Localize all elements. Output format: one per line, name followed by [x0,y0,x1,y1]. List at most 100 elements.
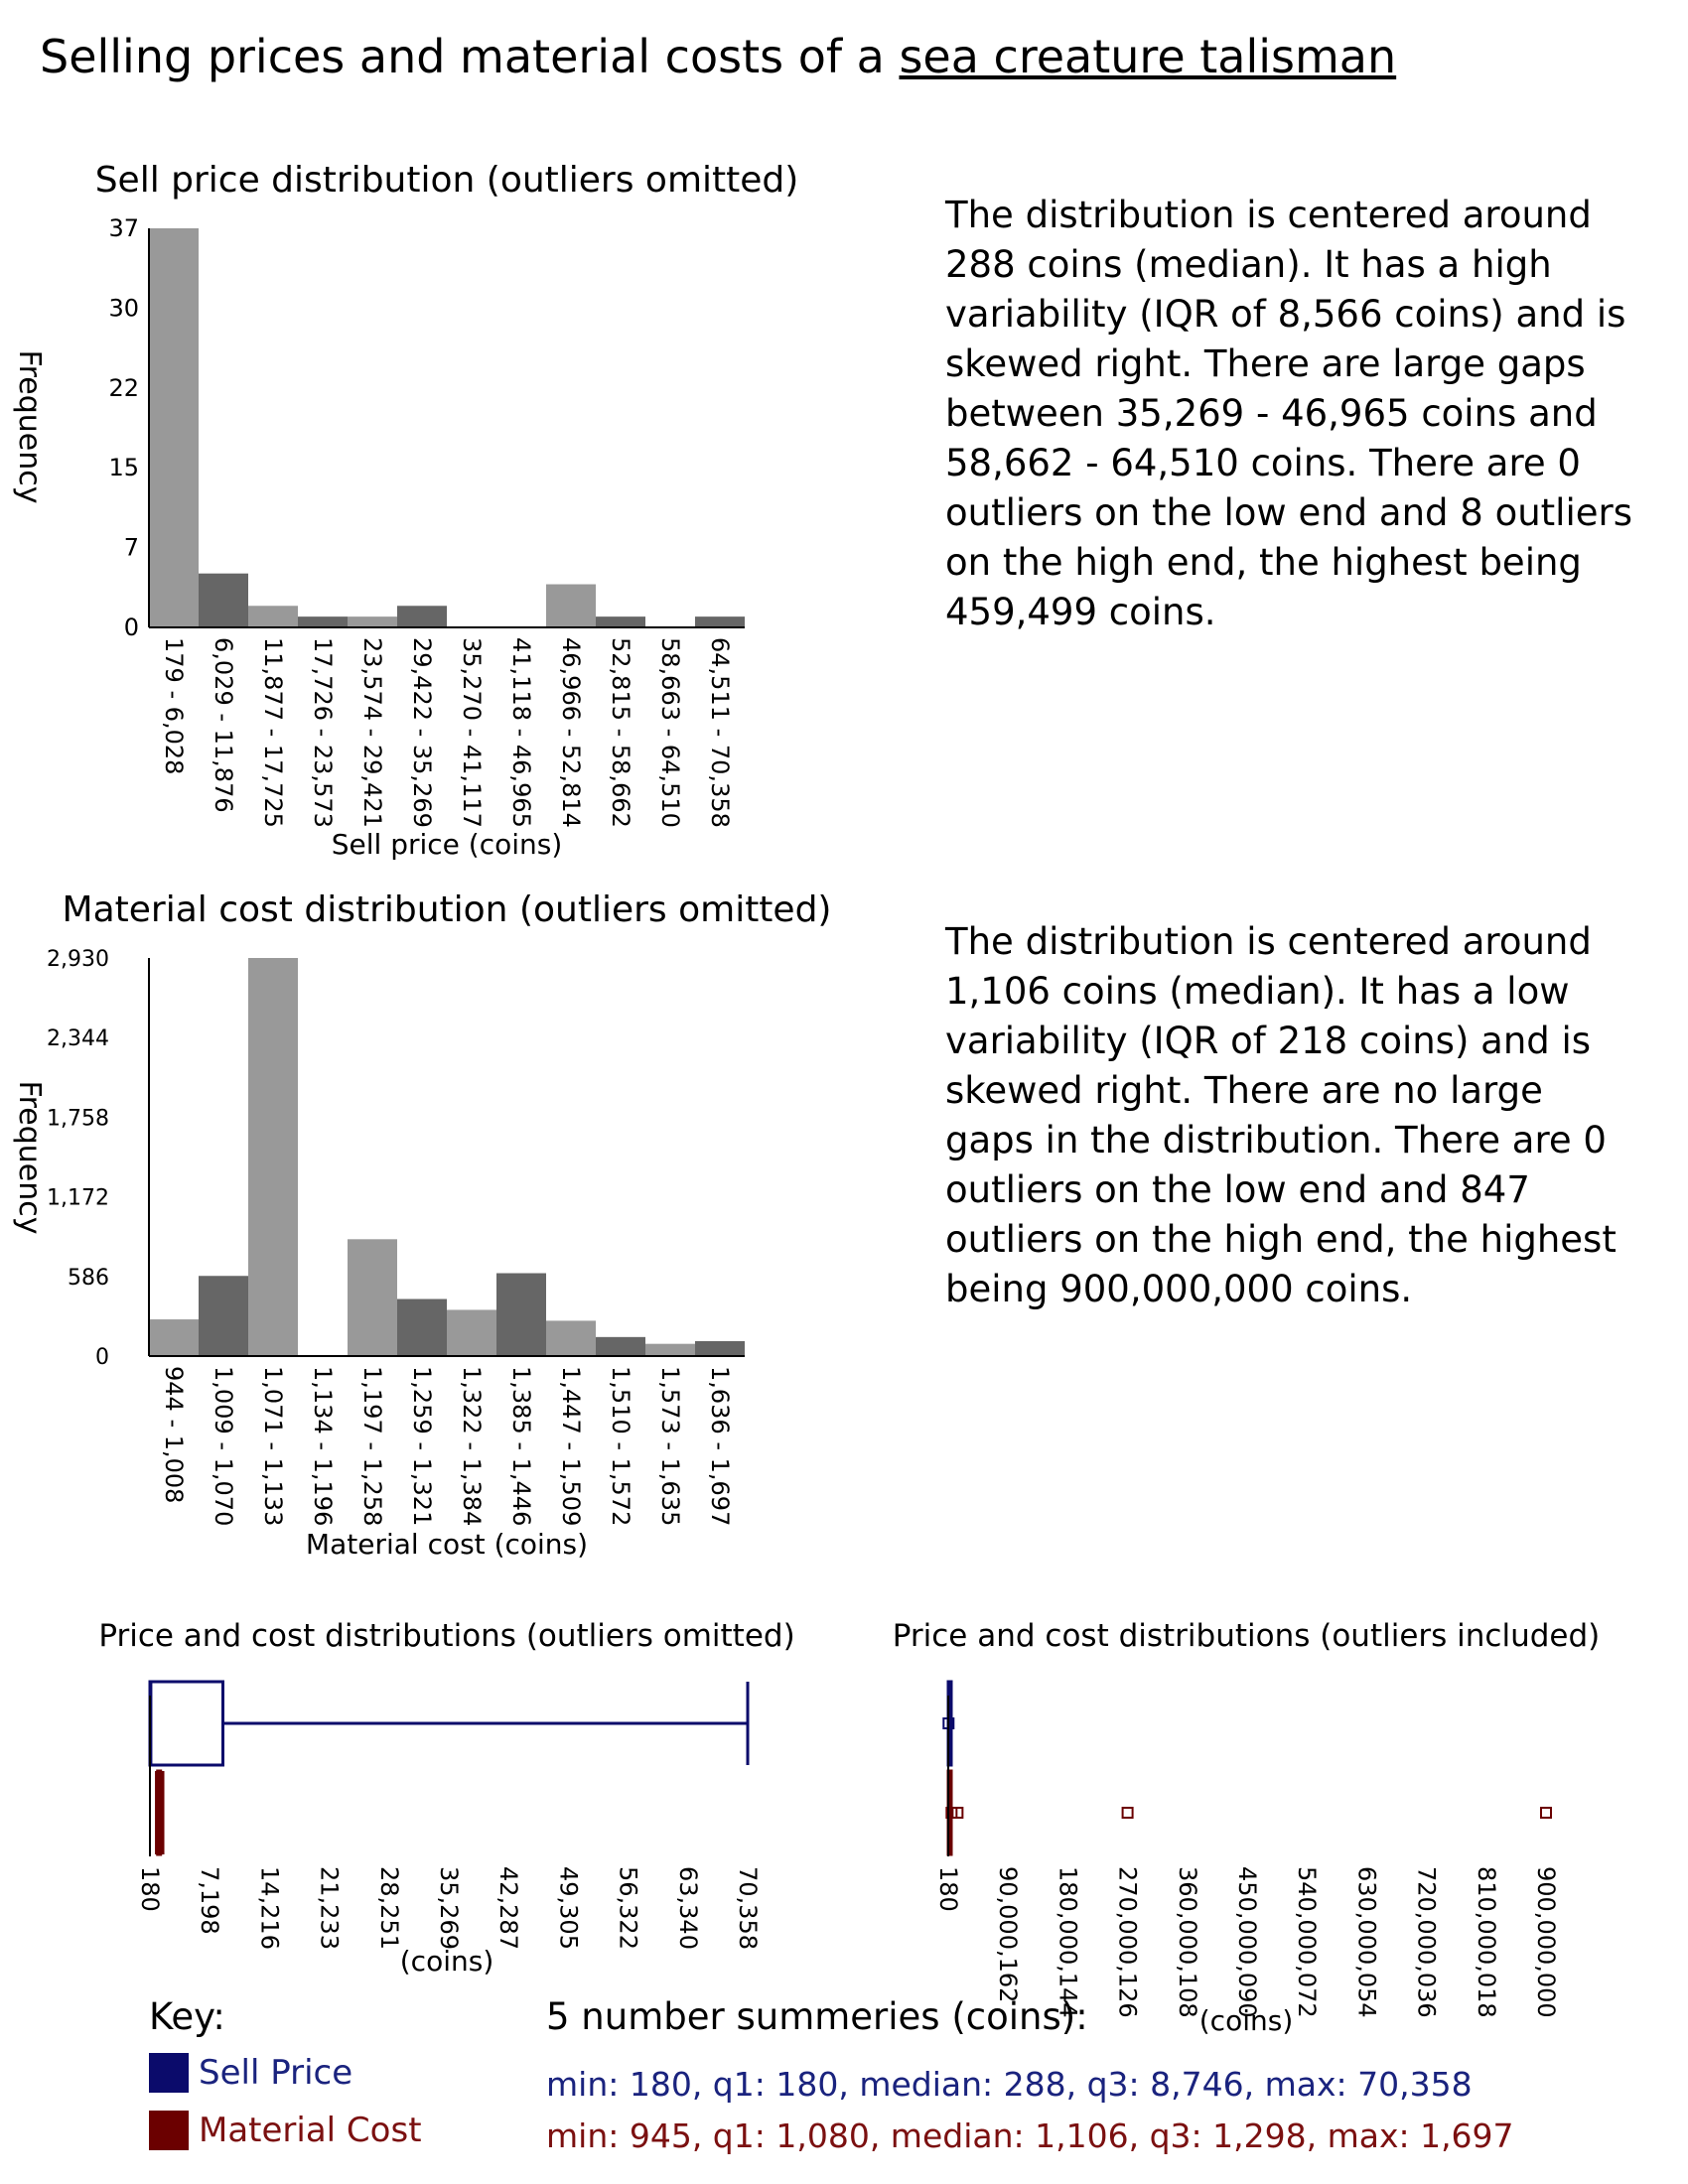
omitted-boxplot-sell-box [148,1680,224,1767]
sell-histogram-category-label: 179 - 6,028 [160,637,188,774]
included-boxplot-material-outlier [1540,1807,1552,1819]
omitted-boxplot-xtick: 14,216 [255,1866,283,1950]
material-histogram-ytick: 2,930 [47,947,109,972]
omitted-boxplot-xtick: 42,287 [494,1866,522,1950]
material-histogram-ytick: 1,172 [47,1186,109,1211]
material-histogram-bar [199,1276,248,1356]
page-title-item: sea creature talisman [899,30,1397,83]
sell-histogram-bar [397,606,447,627]
sell-histogram-ylabel: Frequency [12,350,47,504]
key-item-sell-price: Sell Price [149,2053,352,2093]
sell-price-summary: min: 180, q1: 180, median: 288, q3: 8,74… [546,2065,1473,2104]
material-histogram-category-label: 1,197 - 1,258 [358,1366,386,1526]
sell-histogram-bar [199,573,248,627]
material-histogram-xlabel: Material cost (coins) [306,1528,588,1561]
key-material-label: Material Cost [199,2111,422,2150]
included-boxplot-xtick: 900,000,000 [1532,1866,1560,2018]
material-histogram-bar [695,1340,745,1356]
material-histogram-category-label: 1,385 - 1,446 [507,1366,535,1526]
sell-histogram-category-label: 17,726 - 23,573 [309,637,337,828]
sell-histogram-category-label: 35,270 - 41,117 [458,637,486,828]
included-boxplot-xtick: 720,000,036 [1413,1866,1441,2018]
material-histogram-bar [447,1309,496,1356]
sell-histogram-category-label: 11,877 - 17,725 [259,637,287,828]
omitted-boxplot-xtick: 21,233 [316,1866,344,1950]
sell-histogram-category-label: 58,663 - 64,510 [656,637,684,828]
material-histogram-ytick: 586 [68,1266,109,1291]
omitted-boxplot-xtick: 28,251 [375,1866,403,1950]
sell-histogram-bar [298,616,348,627]
material-histogram-ytick: 0 [95,1345,109,1370]
sell-histogram-category-label: 41,118 - 46,965 [507,637,535,828]
sell-histogram-bar [149,228,199,627]
sell-histogram-ytick: 22 [108,374,139,402]
material-histogram-bar [248,958,298,1356]
omitted-boxplot-xlabel: (coins) [400,1945,494,1978]
material-cost-swatch [149,2111,189,2150]
sell-histogram-ytick: 0 [124,614,139,641]
material-histogram-category-label: 1,259 - 1,321 [408,1366,436,1526]
sell-histogram-bar [596,616,645,627]
included-boxplot-xtick: 630,000,054 [1352,1866,1380,2018]
page-title: Selling prices and material costs of a s… [40,30,1396,83]
material-cost-summary: min: 945, q1: 1,080, median: 1,106, q3: … [546,2116,1514,2155]
material-histogram-bar [348,1239,397,1356]
included-boxplot-xtick: 810,000,018 [1473,1866,1500,2018]
material-histogram-ytick: 2,344 [47,1026,109,1051]
material-histogram-category-label: 1,322 - 1,384 [458,1366,486,1526]
sell-histogram-bar [348,616,397,627]
omitted-boxplot-xtick: 180 [136,1866,164,1912]
sell-histogram-ytick: 37 [108,214,139,242]
included-boxplot-xtick: 180,000,144 [1054,1866,1081,2018]
included-boxplot-material-outlier [1121,1807,1134,1819]
sell-histogram-bar [546,584,596,627]
sell-histogram-bar [695,616,745,627]
material-histogram-bar [496,1273,546,1356]
included-boxplot-title: Price and cost distributions (outliers i… [893,1618,1601,1654]
sell-histogram-bar [248,606,298,627]
key-item-material-cost: Material Cost [149,2111,422,2150]
sell-histogram-title: Sell price distribution (outliers omitte… [95,160,799,201]
material-histogram-category-label: 1,009 - 1,070 [210,1366,237,1526]
material-histogram-category-label: 1,447 - 1,509 [557,1366,585,1526]
material-cost-description: The distribution is centered around 1,10… [945,920,1617,1310]
included-boxplot-material-outlier [945,1807,958,1819]
omitted-boxplot-xtick: 49,305 [554,1866,582,1950]
material-histogram-title: Material cost distribution (outliers omi… [63,889,832,930]
page-title-prefix: Selling prices and material costs of a [40,30,900,83]
summaries-title: 5 number summeries (coins): [546,1995,1088,2038]
sell-histogram-category-label: 46,966 - 52,814 [557,637,585,828]
key-title: Key: [149,1995,225,2038]
included-boxplot-xtick: 180 [934,1866,962,1912]
sell-histogram-ytick: 15 [108,454,139,481]
material-histogram-bar [546,1320,596,1356]
omitted-boxplot-xtick: 63,340 [674,1866,702,1950]
omitted-boxplot-xtick: 35,269 [435,1866,463,1950]
material-histogram-category-label: 1,071 - 1,133 [259,1366,287,1526]
sell-histogram-xlabel: Sell price (coins) [332,828,563,861]
key-sell-label: Sell Price [199,2053,353,2093]
material-histogram-ytick: 1,758 [47,1106,109,1131]
omitted-boxplot-xtick: 56,322 [615,1866,642,1950]
included-boxplot-xtick: 450,000,090 [1233,1866,1261,2018]
material-histogram-category-label: 1,134 - 1,196 [309,1366,337,1526]
omitted-boxplot-xtick: 7,198 [196,1866,223,1935]
material-histogram-category-label: 944 - 1,008 [160,1366,188,1503]
sell-histogram-category-label: 23,574 - 29,421 [358,637,386,828]
omitted-boxplot-xtick: 70,358 [734,1866,762,1950]
included-boxplot-xtick: 90,000,162 [994,1866,1022,2002]
material-histogram-bar [645,1343,695,1356]
sell-histogram-category-label: 52,815 - 58,662 [607,637,634,828]
sell-histogram-category-label: 64,511 - 70,358 [706,637,734,828]
material-histogram-bar [397,1298,447,1356]
sell-histogram-category-label: 6,029 - 11,876 [210,637,237,813]
included-boxplot-xtick: 540,000,072 [1293,1866,1321,2018]
sell-price-swatch [149,2053,189,2093]
sell-histogram-category-label: 29,422 - 35,269 [408,637,436,828]
material-histogram-category-label: 1,573 - 1,635 [656,1366,684,1526]
sell-price-description: The distribution is centered around 288 … [945,194,1632,633]
included-boxplot-xtick: 360,000,108 [1174,1866,1201,2018]
material-histogram-bar [596,1336,645,1356]
included-boxplot-xlabel: (coins) [1199,2004,1294,2037]
